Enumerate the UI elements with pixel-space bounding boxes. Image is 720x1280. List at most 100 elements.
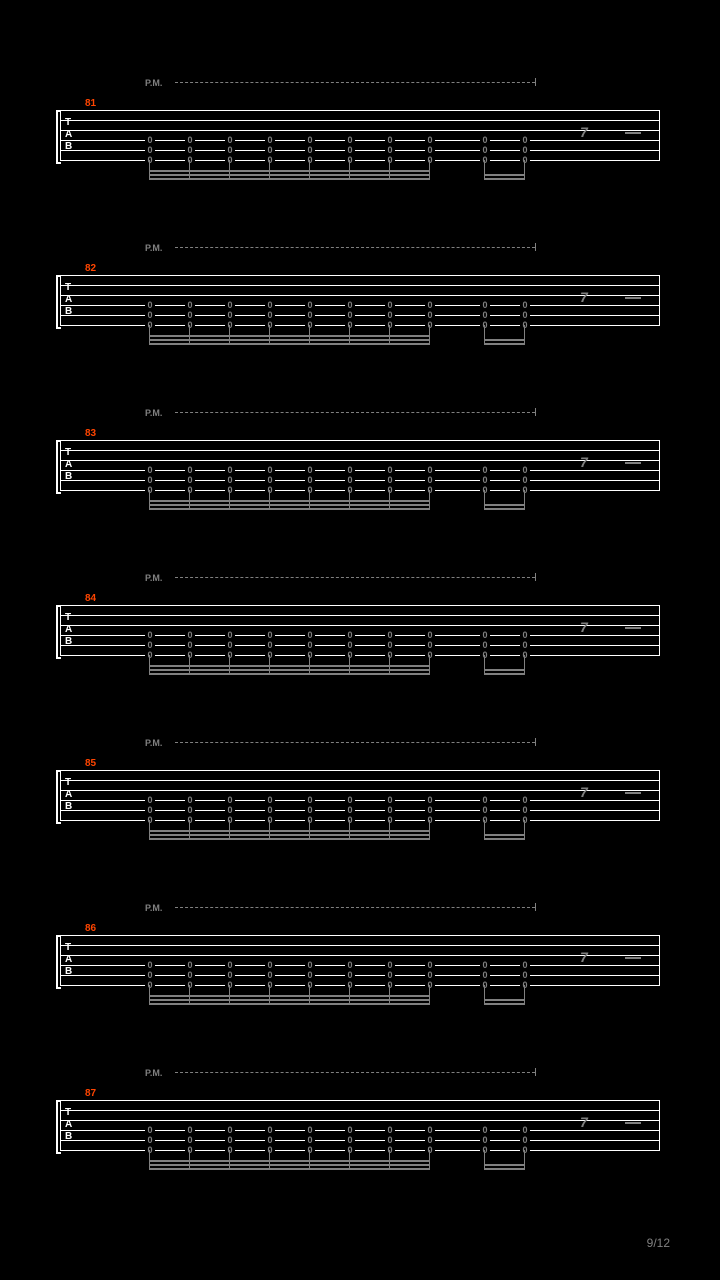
fret-number: 0 bbox=[185, 640, 195, 650]
fret-number: 0 bbox=[345, 805, 355, 815]
fret-number: 0 bbox=[480, 145, 490, 155]
bar-number: 84 bbox=[85, 593, 96, 604]
barline bbox=[60, 770, 61, 820]
fret-number: 0 bbox=[145, 145, 155, 155]
rest-symbol: 7 bbox=[580, 949, 588, 965]
tab-staff: TAB0000000000000000000000000000007 bbox=[60, 1100, 660, 1160]
fret-number: 0 bbox=[265, 970, 275, 980]
note-stem bbox=[524, 820, 525, 840]
fret-number: 0 bbox=[520, 485, 530, 495]
tab-clef-letter: B bbox=[65, 802, 72, 812]
fret-number: 0 bbox=[225, 145, 235, 155]
fret-number: 0 bbox=[145, 320, 155, 330]
fret-number: 0 bbox=[385, 960, 395, 970]
note-stem bbox=[484, 985, 485, 1005]
string-line bbox=[60, 1110, 660, 1111]
note-stem bbox=[524, 325, 525, 345]
fret-number: 0 bbox=[305, 630, 315, 640]
rest-symbol: 7 bbox=[580, 124, 588, 140]
fret-number: 0 bbox=[345, 1125, 355, 1135]
palm-mute-end bbox=[534, 573, 536, 581]
beam bbox=[149, 335, 430, 337]
fret-number: 0 bbox=[385, 650, 395, 660]
beam bbox=[149, 500, 430, 502]
string-line bbox=[60, 605, 660, 606]
fret-number: 0 bbox=[305, 980, 315, 990]
tab-clef-letter: T bbox=[65, 943, 71, 953]
fret-number: 0 bbox=[305, 475, 315, 485]
rest-symbol bbox=[625, 627, 641, 629]
fret-number: 0 bbox=[345, 475, 355, 485]
fret-number: 0 bbox=[385, 310, 395, 320]
string-line bbox=[60, 460, 660, 461]
fret-number: 0 bbox=[225, 960, 235, 970]
fret-number: 0 bbox=[345, 485, 355, 495]
note-stem bbox=[484, 325, 485, 345]
fret-number: 0 bbox=[305, 145, 315, 155]
rest-symbol: 7 bbox=[580, 289, 588, 305]
fret-number: 0 bbox=[185, 310, 195, 320]
fret-number: 0 bbox=[265, 795, 275, 805]
fret-number: 0 bbox=[425, 1145, 435, 1155]
fret-number: 0 bbox=[385, 485, 395, 495]
tab-clef-letter: A bbox=[65, 1120, 72, 1130]
fret-number: 0 bbox=[185, 300, 195, 310]
beam bbox=[149, 665, 430, 667]
fret-number: 0 bbox=[520, 320, 530, 330]
measure: P.M.83TAB0000000000000000000000000000007 bbox=[60, 430, 660, 490]
fret-number: 0 bbox=[385, 815, 395, 825]
barline bbox=[659, 440, 660, 490]
fret-number: 0 bbox=[225, 475, 235, 485]
barline bbox=[659, 275, 660, 325]
tab-clef-letter: A bbox=[65, 130, 72, 140]
fret-number: 0 bbox=[305, 640, 315, 650]
tab-clef-letter: B bbox=[65, 307, 72, 317]
fret-number: 0 bbox=[520, 145, 530, 155]
fret-number: 0 bbox=[480, 320, 490, 330]
fret-number: 0 bbox=[145, 475, 155, 485]
fret-number: 0 bbox=[520, 310, 530, 320]
fret-number: 0 bbox=[425, 145, 435, 155]
bar-number: 86 bbox=[85, 923, 96, 934]
fret-number: 0 bbox=[480, 980, 490, 990]
fret-number: 0 bbox=[520, 815, 530, 825]
note-stem bbox=[484, 655, 485, 675]
fret-number: 0 bbox=[145, 310, 155, 320]
fret-number: 0 bbox=[520, 1145, 530, 1155]
palm-mute-end bbox=[534, 78, 536, 86]
fret-number: 0 bbox=[225, 135, 235, 145]
fret-number: 0 bbox=[425, 475, 435, 485]
fret-number: 0 bbox=[145, 970, 155, 980]
fret-number: 0 bbox=[225, 320, 235, 330]
tab-clef-letter: A bbox=[65, 955, 72, 965]
tab-clef-letter: B bbox=[65, 472, 72, 482]
beam bbox=[484, 343, 525, 345]
note-stem bbox=[484, 820, 485, 840]
note-stem bbox=[524, 985, 525, 1005]
beam bbox=[149, 178, 430, 180]
fret-number: 0 bbox=[145, 300, 155, 310]
rest-symbol bbox=[625, 792, 641, 794]
palm-mute-label: P.M. bbox=[145, 1068, 162, 1078]
fret-number: 0 bbox=[345, 630, 355, 640]
fret-number: 0 bbox=[225, 630, 235, 640]
palm-mute-line bbox=[175, 82, 535, 83]
fret-number: 0 bbox=[265, 320, 275, 330]
fret-number: 0 bbox=[185, 1125, 195, 1135]
fret-number: 0 bbox=[425, 630, 435, 640]
beam bbox=[484, 508, 525, 510]
fret-number: 0 bbox=[305, 1125, 315, 1135]
beam bbox=[149, 673, 430, 675]
barline bbox=[60, 935, 61, 985]
rest-symbol: 7 bbox=[580, 454, 588, 470]
fret-number: 0 bbox=[480, 485, 490, 495]
fret-number: 0 bbox=[305, 960, 315, 970]
fret-number: 0 bbox=[225, 465, 235, 475]
fret-number: 0 bbox=[225, 805, 235, 815]
barline bbox=[659, 110, 660, 160]
fret-number: 0 bbox=[145, 155, 155, 165]
fret-number: 0 bbox=[520, 960, 530, 970]
palm-mute-label: P.M. bbox=[145, 738, 162, 748]
fret-number: 0 bbox=[385, 640, 395, 650]
string-line bbox=[60, 625, 660, 626]
